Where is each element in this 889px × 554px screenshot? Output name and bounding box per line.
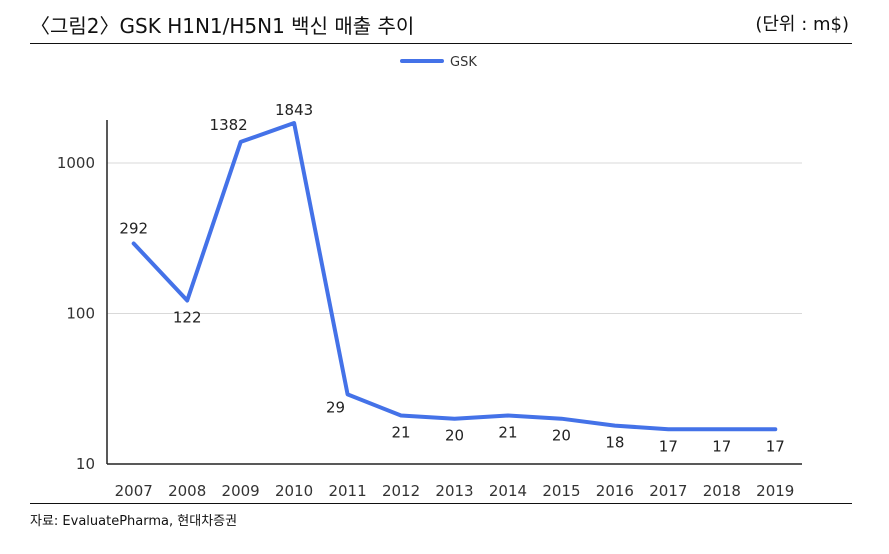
data-label: 1382 — [210, 116, 248, 134]
y-tick-label: 100 — [66, 305, 95, 323]
x-tick-label: 2012 — [382, 482, 420, 500]
data-label: 17 — [766, 437, 785, 455]
bottom-rule — [30, 503, 852, 504]
x-tick-label: 2010 — [275, 482, 313, 500]
x-tick-label: 2015 — [542, 482, 580, 500]
legend: GSK — [400, 55, 477, 70]
data-label: 20 — [445, 427, 464, 445]
legend-label-gsk: GSK — [450, 55, 477, 70]
data-label: 21 — [391, 424, 410, 442]
data-label: 18 — [605, 434, 624, 452]
source-note: 자료: EvaluatePharma, 현대차증권 — [30, 514, 238, 529]
chart-title: 〈그림2〉GSK H1N1/H5N1 백신 매출 추이 — [30, 14, 415, 38]
data-label: 20 — [552, 427, 571, 445]
data-label: 122 — [173, 309, 202, 327]
x-tick-label: 2013 — [435, 482, 473, 500]
x-tick-label: 2007 — [115, 482, 153, 500]
series-group — [131, 121, 778, 432]
y-tick-label: 10 — [76, 455, 95, 473]
x-tick-label: 2019 — [756, 482, 794, 500]
data-label: 17 — [659, 437, 678, 455]
x-tick-label: 2018 — [703, 482, 741, 500]
x-tick-label: 2017 — [649, 482, 687, 500]
x-tick-label: 2011 — [328, 482, 366, 500]
series-line-gsk — [131, 121, 778, 432]
x-tick-label: 2009 — [222, 482, 260, 500]
x-tick-label: 2014 — [489, 482, 527, 500]
data-labels: 292 122 1382 1843 29 21 20 21 20 18 17 17 17 — [119, 101, 784, 455]
axes — [106, 120, 802, 465]
data-label: 17 — [712, 437, 731, 455]
top-rule — [30, 43, 852, 44]
data-label: 29 — [326, 398, 345, 416]
x-tick-label: 2008 — [168, 482, 206, 500]
x-tick-label: 2016 — [596, 482, 634, 500]
data-label: 292 — [119, 219, 148, 237]
data-label: 1843 — [275, 101, 313, 119]
data-label: 21 — [498, 424, 517, 442]
grid — [107, 162, 802, 314]
unit-label: (단위 : m$) — [755, 14, 849, 35]
y-tick-label: 1000 — [57, 154, 95, 172]
